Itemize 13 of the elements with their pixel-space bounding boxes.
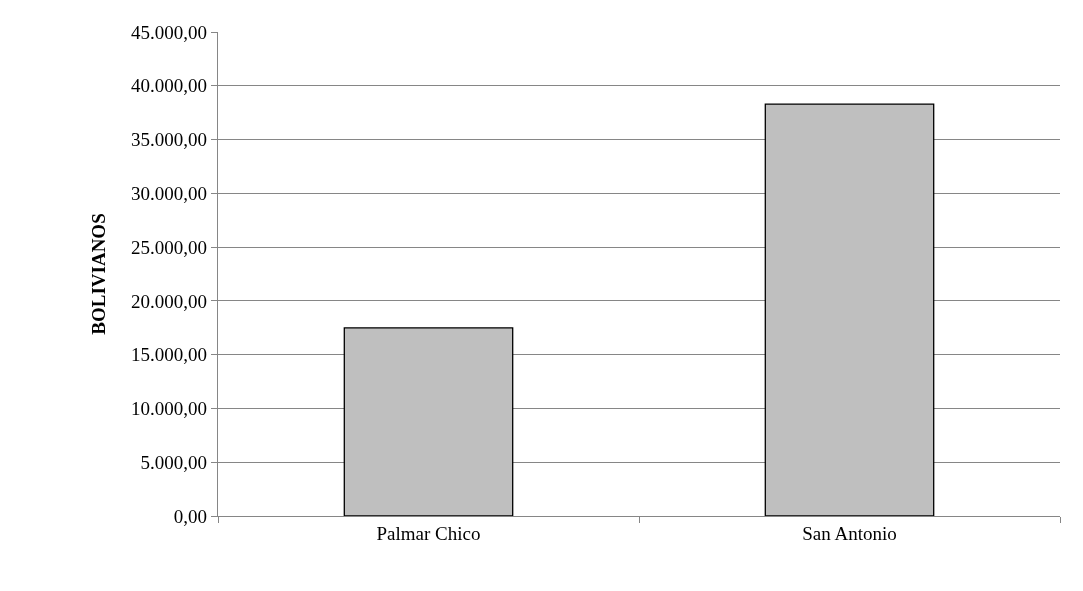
y-axis-title: BOLIVIANOS [87, 213, 109, 335]
x-tick-label: Palmar Chico [376, 522, 481, 544]
y-tick-label: 5.000,00 [140, 451, 208, 473]
x-tick-label: San Antonio [802, 522, 897, 544]
y-tick-label: 25.000,00 [131, 236, 208, 258]
y-tick-label: 0,00 [173, 505, 208, 527]
y-tick-label: 40.000,00 [131, 75, 208, 97]
y-tick-label: 10.000,00 [131, 398, 208, 420]
y-tick-label: 35.000,00 [131, 129, 208, 151]
y-tick-label: 30.000,00 [131, 182, 208, 204]
y-tick-label: 15.000,00 [131, 344, 208, 366]
y-tick-label: 20.000,00 [131, 290, 208, 312]
y-tick-label: 45.000,00 [131, 21, 208, 43]
